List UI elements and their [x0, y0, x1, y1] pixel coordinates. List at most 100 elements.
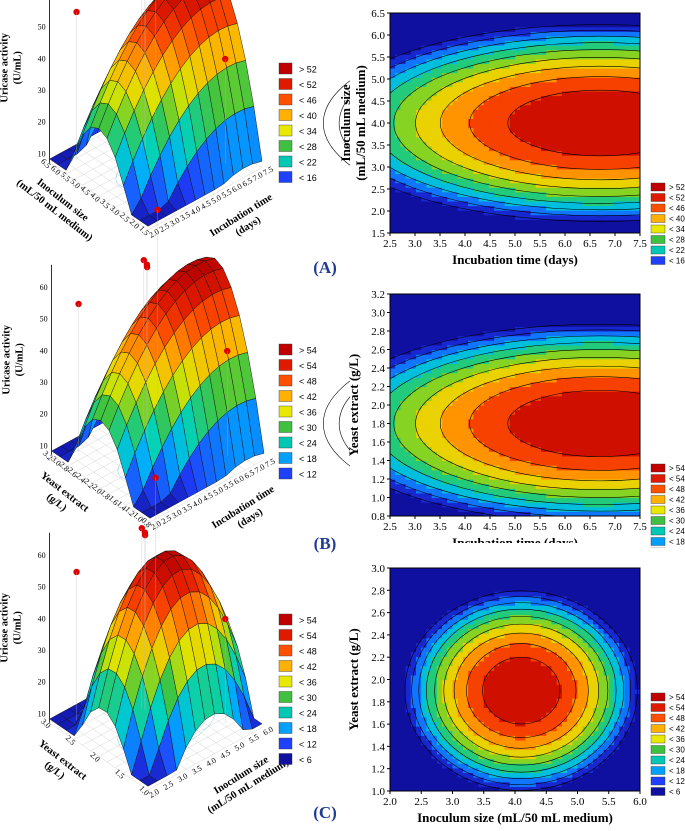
contour-cell — [582, 173, 589, 179]
contour-cell — [556, 173, 563, 179]
contour-cell — [488, 155, 495, 161]
contour-cell — [624, 492, 631, 499]
contour-cell — [619, 72, 625, 78]
contour-cell — [410, 702, 417, 708]
contour-cell — [572, 432, 579, 438]
contour-cell — [405, 651, 412, 657]
contour-cell — [634, 511, 641, 517]
contour-cell — [567, 405, 573, 411]
contour-cell — [473, 442, 480, 448]
contour-cell — [598, 150, 605, 156]
contour-cell — [400, 145, 407, 152]
contour-cell — [520, 405, 527, 411]
contour-cell — [629, 35, 636, 42]
y-tick-label: 3.2 — [371, 289, 385, 301]
contour-cell — [421, 469, 428, 475]
contour-cell — [598, 72, 605, 78]
contour-cell — [541, 17, 547, 23]
contour-cell — [608, 331, 615, 337]
contour-cell — [525, 377, 532, 383]
contour-cell — [499, 173, 506, 179]
contour-cell — [426, 159, 433, 165]
contour-cell — [525, 368, 532, 374]
contour-cell — [421, 294, 428, 300]
contour-cell — [582, 17, 589, 23]
contour-cell — [551, 344, 558, 351]
contour-cell — [390, 418, 396, 425]
contour-cell — [509, 22, 516, 28]
contour-cell — [421, 492, 428, 499]
contour-cell — [483, 317, 490, 323]
contour-cell — [624, 437, 631, 443]
contour-cell — [421, 331, 428, 337]
contour-cell — [494, 118, 500, 124]
contour-cell — [567, 77, 573, 83]
contour-cell — [530, 127, 537, 133]
contour-cell — [593, 72, 599, 78]
contour-cell — [577, 178, 584, 184]
contour-cell — [478, 173, 485, 179]
contour-cell — [400, 586, 407, 592]
contour-cell — [624, 72, 631, 78]
contour-cell — [535, 145, 542, 152]
contour-cell — [395, 712, 402, 718]
legend-swatch — [650, 182, 666, 192]
contour-cell — [603, 58, 610, 65]
contour-cell — [395, 497, 402, 503]
contour-cell — [525, 469, 532, 475]
contour-cell — [504, 40, 511, 46]
contour-cell — [483, 95, 490, 101]
contour-line — [323, 24, 685, 222]
contour-cell — [530, 386, 537, 392]
contour-cell — [390, 730, 396, 736]
contour-cell — [613, 502, 620, 508]
contour-cell — [452, 22, 459, 28]
contour-cell — [546, 68, 553, 74]
contour-cell — [416, 506, 422, 512]
contour-cell — [561, 446, 568, 452]
contour-cell — [410, 488, 417, 494]
contour-cell — [593, 395, 599, 401]
contour-cell — [431, 372, 438, 378]
contour-cell — [598, 358, 605, 364]
contour-cell — [390, 205, 396, 211]
contour-cell — [509, 49, 516, 55]
contour-cell — [582, 54, 589, 60]
contour-cell — [390, 372, 396, 378]
contour-cell — [483, 109, 490, 115]
contour-cell — [572, 474, 579, 480]
contour-cell — [447, 178, 454, 184]
contour-cell — [473, 395, 480, 401]
contour-cell — [577, 228, 584, 234]
contour-cell — [494, 307, 500, 314]
contour-cell — [535, 414, 542, 420]
contour-cell — [483, 86, 490, 92]
contour-cell — [488, 395, 495, 401]
contour-cell — [629, 455, 636, 462]
contour-cell — [426, 118, 433, 124]
contour-cell — [488, 497, 495, 503]
contour-cell — [546, 340, 553, 346]
contour-cell — [442, 136, 448, 142]
contour-cell — [577, 395, 584, 401]
contour-cell — [488, 159, 495, 165]
contour-cell — [577, 294, 584, 300]
contour-cell — [515, 219, 521, 225]
contour-cell — [390, 633, 396, 639]
contour-cell — [462, 123, 469, 129]
contour-cell — [598, 132, 605, 138]
contour-cell — [593, 442, 599, 448]
contour-cell — [567, 132, 573, 138]
contour-cell — [624, 100, 631, 106]
contour-cell — [462, 196, 469, 202]
contour-cell — [400, 340, 407, 346]
contour-cell — [421, 391, 428, 397]
contour-cell — [447, 168, 454, 175]
contour-cell — [572, 81, 579, 87]
contour-cell — [410, 730, 417, 736]
contour-cell — [520, 483, 527, 489]
contour-cell — [390, 118, 396, 124]
contour-cell — [416, 442, 422, 448]
contour-cell — [483, 386, 490, 392]
contour-cell — [499, 368, 506, 374]
